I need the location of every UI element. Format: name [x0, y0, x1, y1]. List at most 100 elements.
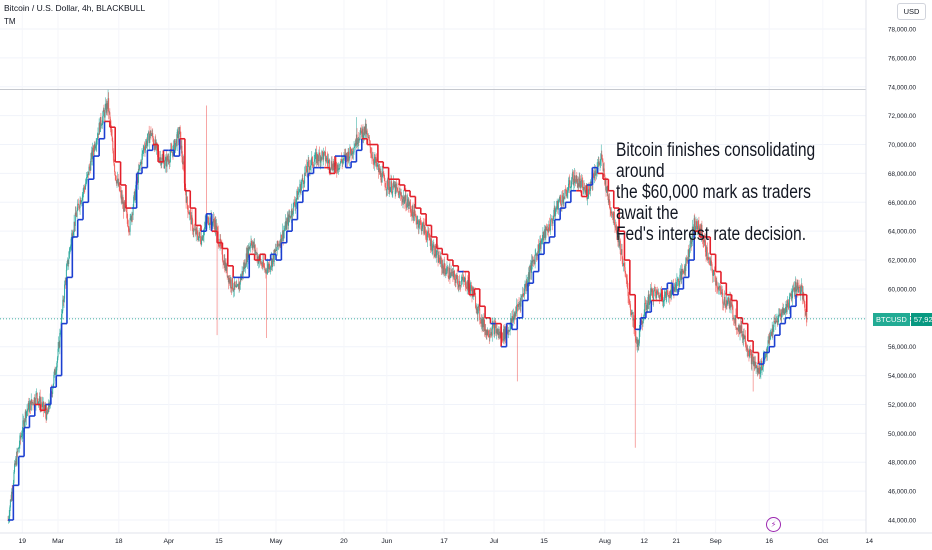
candle-body: [563, 197, 565, 204]
candle-body: [361, 130, 363, 138]
candle-body: [389, 187, 391, 193]
candle-body: [752, 354, 754, 357]
candle-body: [476, 309, 478, 311]
candle-body: [396, 187, 398, 189]
candle-body: [498, 333, 500, 335]
indicator-label[interactable]: TM: [4, 17, 16, 26]
candle-body: [146, 141, 148, 146]
candle-body: [114, 171, 116, 176]
candle-body: [400, 192, 402, 196]
candle-body: [453, 271, 455, 274]
candle-body: [59, 332, 61, 348]
candle-body: [242, 271, 244, 275]
candle-body: [175, 139, 177, 144]
candle-body: [401, 195, 403, 200]
candle-body: [238, 284, 240, 290]
candle-body: [283, 229, 285, 232]
candle-body: [286, 217, 288, 222]
candle-body: [78, 208, 80, 209]
candle-body: [129, 231, 131, 233]
candle-body: [519, 302, 521, 307]
candle-body: [38, 401, 40, 402]
candle-body: [621, 249, 623, 260]
candle-body: [368, 137, 370, 141]
candle-body: [780, 313, 782, 317]
candle-body: [337, 164, 339, 170]
candle-body: [198, 232, 200, 237]
candle-body: [754, 361, 756, 367]
candle-body: [375, 158, 377, 163]
candle-body: [14, 463, 16, 473]
candle-body: [46, 408, 48, 420]
candle-body: [588, 185, 590, 191]
candle-body: [579, 181, 581, 189]
candle-body: [799, 287, 801, 288]
flash-icon[interactable]: ⚡: [766, 517, 781, 532]
candle-body: [75, 212, 77, 216]
candle-body: [463, 279, 465, 282]
candle-body: [490, 332, 492, 335]
currency-selector[interactable]: USD: [897, 3, 926, 20]
candle-body: [676, 279, 678, 281]
candle-body: [459, 285, 461, 287]
candle-body: [799, 287, 801, 295]
candle-body: [103, 112, 105, 118]
candle-body: [432, 244, 434, 246]
candle-body: [358, 138, 360, 140]
candle-body: [636, 338, 638, 348]
candle-body: [208, 224, 210, 226]
candle-body: [516, 304, 518, 306]
candle-body: [674, 284, 676, 288]
candle-body: [30, 401, 32, 411]
candle-body: [70, 246, 72, 249]
candle-body: [759, 373, 761, 374]
candle-body: [89, 166, 91, 168]
candle-body: [671, 283, 673, 297]
candle-body: [257, 256, 259, 260]
candle-body: [166, 156, 168, 167]
candle-body: [302, 178, 304, 181]
candle-body: [713, 269, 715, 275]
candle-body: [145, 145, 147, 151]
candle-body: [274, 249, 276, 252]
candle-body: [443, 262, 445, 274]
candle-body: [189, 212, 191, 215]
candle-body: [148, 131, 150, 134]
time-tick-label: 21: [673, 538, 681, 545]
candle-body: [627, 288, 629, 297]
candle-body: [255, 252, 257, 254]
candle-body: [797, 282, 799, 293]
candle-body: [650, 288, 652, 293]
candle-body: [439, 261, 441, 264]
candle-body: [538, 244, 540, 253]
candle-body: [483, 319, 485, 327]
candle-body: [516, 304, 518, 312]
candle-body: [190, 215, 192, 225]
candle-body: [731, 302, 733, 304]
candle-body: [656, 290, 658, 298]
candle-body: [398, 191, 400, 198]
candle-body: [131, 213, 133, 221]
candle-body: [115, 180, 117, 184]
candle-body: [308, 161, 310, 167]
candle-body: [231, 278, 233, 289]
candle-body: [379, 168, 381, 175]
candle-body: [768, 340, 770, 343]
candle-body: [256, 252, 258, 260]
candle-body: [107, 98, 109, 109]
candle-body: [450, 272, 452, 277]
candle-body: [388, 186, 390, 191]
candle-body: [469, 288, 471, 292]
candle-body: [32, 402, 34, 405]
candle-body: [509, 324, 511, 331]
price-tick-label: 46,000.00: [888, 489, 917, 496]
candle-body: [732, 317, 734, 320]
candle-body: [526, 281, 528, 287]
candle-body: [196, 228, 198, 231]
candle-body: [791, 289, 793, 299]
candle-body: [131, 213, 133, 216]
candle-body: [265, 269, 267, 273]
candle-body: [662, 301, 664, 303]
candle-body: [254, 245, 256, 249]
